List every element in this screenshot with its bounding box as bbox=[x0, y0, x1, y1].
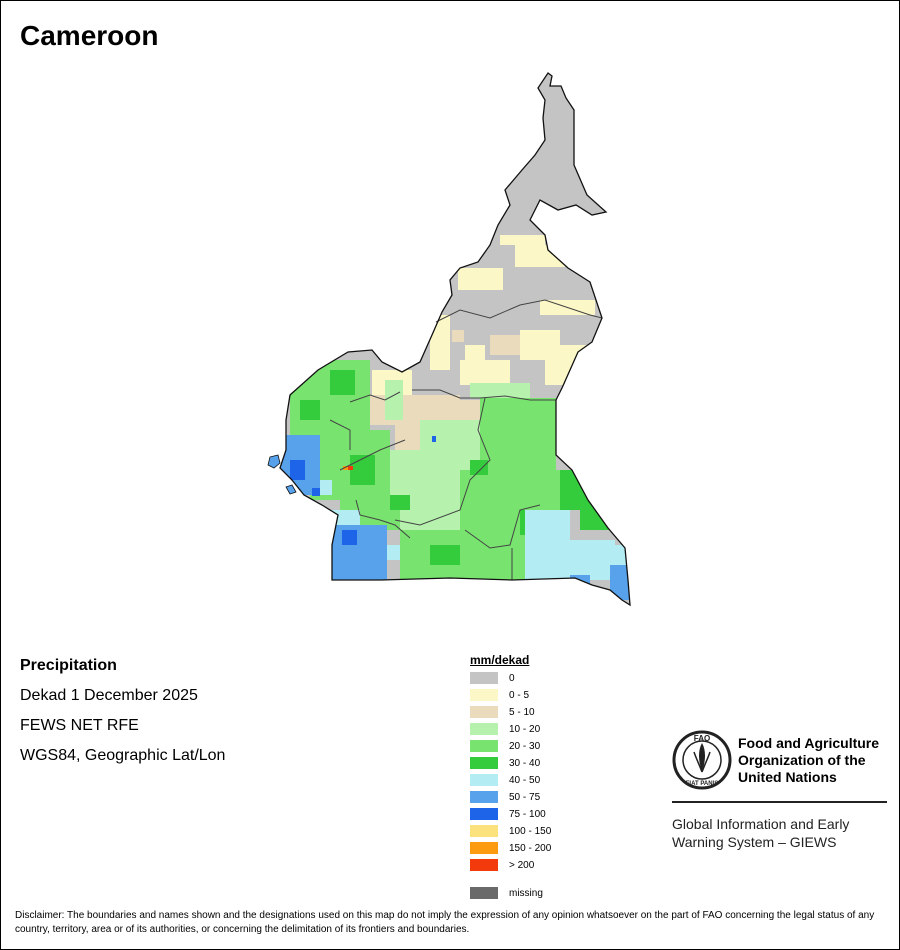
giews-name: Global Information and Early Warning Sys… bbox=[672, 815, 849, 851]
legend-label: missing bbox=[509, 887, 543, 899]
legend-swatch bbox=[470, 689, 498, 701]
fao-motto: FIAT PANIS bbox=[686, 781, 718, 787]
fao-letters: FAO bbox=[694, 734, 710, 743]
legend-label: 40 - 50 bbox=[509, 774, 541, 786]
legend-label: 0 bbox=[509, 672, 515, 684]
region-boundaries bbox=[329, 299, 603, 580]
legend-label: 75 - 100 bbox=[509, 808, 546, 820]
legend-label: 30 - 40 bbox=[509, 757, 541, 769]
legend-item: 0 - 5 bbox=[470, 689, 529, 701]
giews-line: Warning System – GIEWS bbox=[672, 834, 837, 850]
legend-swatch bbox=[470, 706, 498, 718]
fao-org-line: Food and Agriculture bbox=[738, 735, 880, 751]
legend-label: 10 - 20 bbox=[509, 723, 541, 735]
fao-logo-icon: FAO FIAT PANIS bbox=[672, 730, 732, 790]
legend-swatch bbox=[470, 740, 498, 752]
legend-item: 10 - 20 bbox=[470, 723, 540, 735]
legend-swatch bbox=[470, 774, 498, 786]
map-period: Dekad 1 December 2025 bbox=[20, 687, 198, 704]
legend-label: > 200 bbox=[509, 859, 535, 871]
legend-label: 100 - 150 bbox=[509, 825, 552, 837]
logo-divider bbox=[672, 801, 887, 803]
legend-item: 150 - 200 bbox=[470, 842, 551, 854]
fao-org-line: United Nations bbox=[738, 769, 837, 785]
legend-item: 50 - 75 bbox=[470, 791, 540, 803]
legend-swatch bbox=[470, 887, 498, 899]
legend-label: 150 - 200 bbox=[509, 842, 552, 854]
rainfall-raster bbox=[280, 73, 630, 605]
legend-swatch bbox=[470, 808, 498, 820]
map-projection: WGS84, Geographic Lat/Lon bbox=[20, 747, 226, 764]
legend-item: 0 bbox=[470, 672, 515, 684]
legend-swatch bbox=[470, 842, 498, 854]
zone-150-200 bbox=[343, 466, 351, 470]
map-variable: Precipitation bbox=[20, 657, 117, 674]
zone-40-50 bbox=[318, 480, 628, 580]
zone-75-100 bbox=[290, 436, 436, 545]
legend-label: 0 - 5 bbox=[509, 689, 530, 701]
legend-label: 5 - 10 bbox=[509, 706, 535, 718]
legend-swatch bbox=[470, 859, 498, 871]
legend-swatch bbox=[470, 672, 498, 684]
legend-item: 20 - 30 bbox=[470, 740, 540, 752]
legend-label: 50 - 75 bbox=[509, 791, 541, 803]
map-source: FEWS NET RFE bbox=[20, 717, 139, 734]
legend-swatch bbox=[470, 723, 498, 735]
giews-line: Global Information and Early bbox=[672, 816, 850, 832]
zone-over-200 bbox=[348, 466, 353, 470]
legend-swatch bbox=[470, 791, 498, 803]
legend-label: 20 - 30 bbox=[509, 740, 541, 752]
legend-item: 5 - 10 bbox=[470, 706, 535, 718]
legend-swatch bbox=[470, 825, 498, 837]
legend-swatch bbox=[470, 757, 498, 769]
map-title: Cameroon bbox=[20, 20, 159, 51]
legend-item: 75 - 100 bbox=[470, 808, 546, 820]
fao-org-line: Organization of the bbox=[738, 752, 866, 768]
legend-item: 40 - 50 bbox=[470, 774, 540, 786]
disclaimer: Disclaimer: The boundaries and names sho… bbox=[15, 910, 875, 935]
coastal-islands bbox=[267, 454, 297, 495]
fao-org-name: Food and Agriculture Organization of the… bbox=[738, 735, 879, 786]
legend-title: mm/dekad bbox=[470, 653, 530, 667]
legend-item: 100 - 150 bbox=[470, 825, 551, 837]
legend-item-missing: missing bbox=[470, 887, 543, 899]
precipitation-map bbox=[267, 72, 631, 606]
legend-item: 30 - 40 bbox=[470, 757, 540, 769]
legend-item: > 200 bbox=[470, 859, 534, 871]
